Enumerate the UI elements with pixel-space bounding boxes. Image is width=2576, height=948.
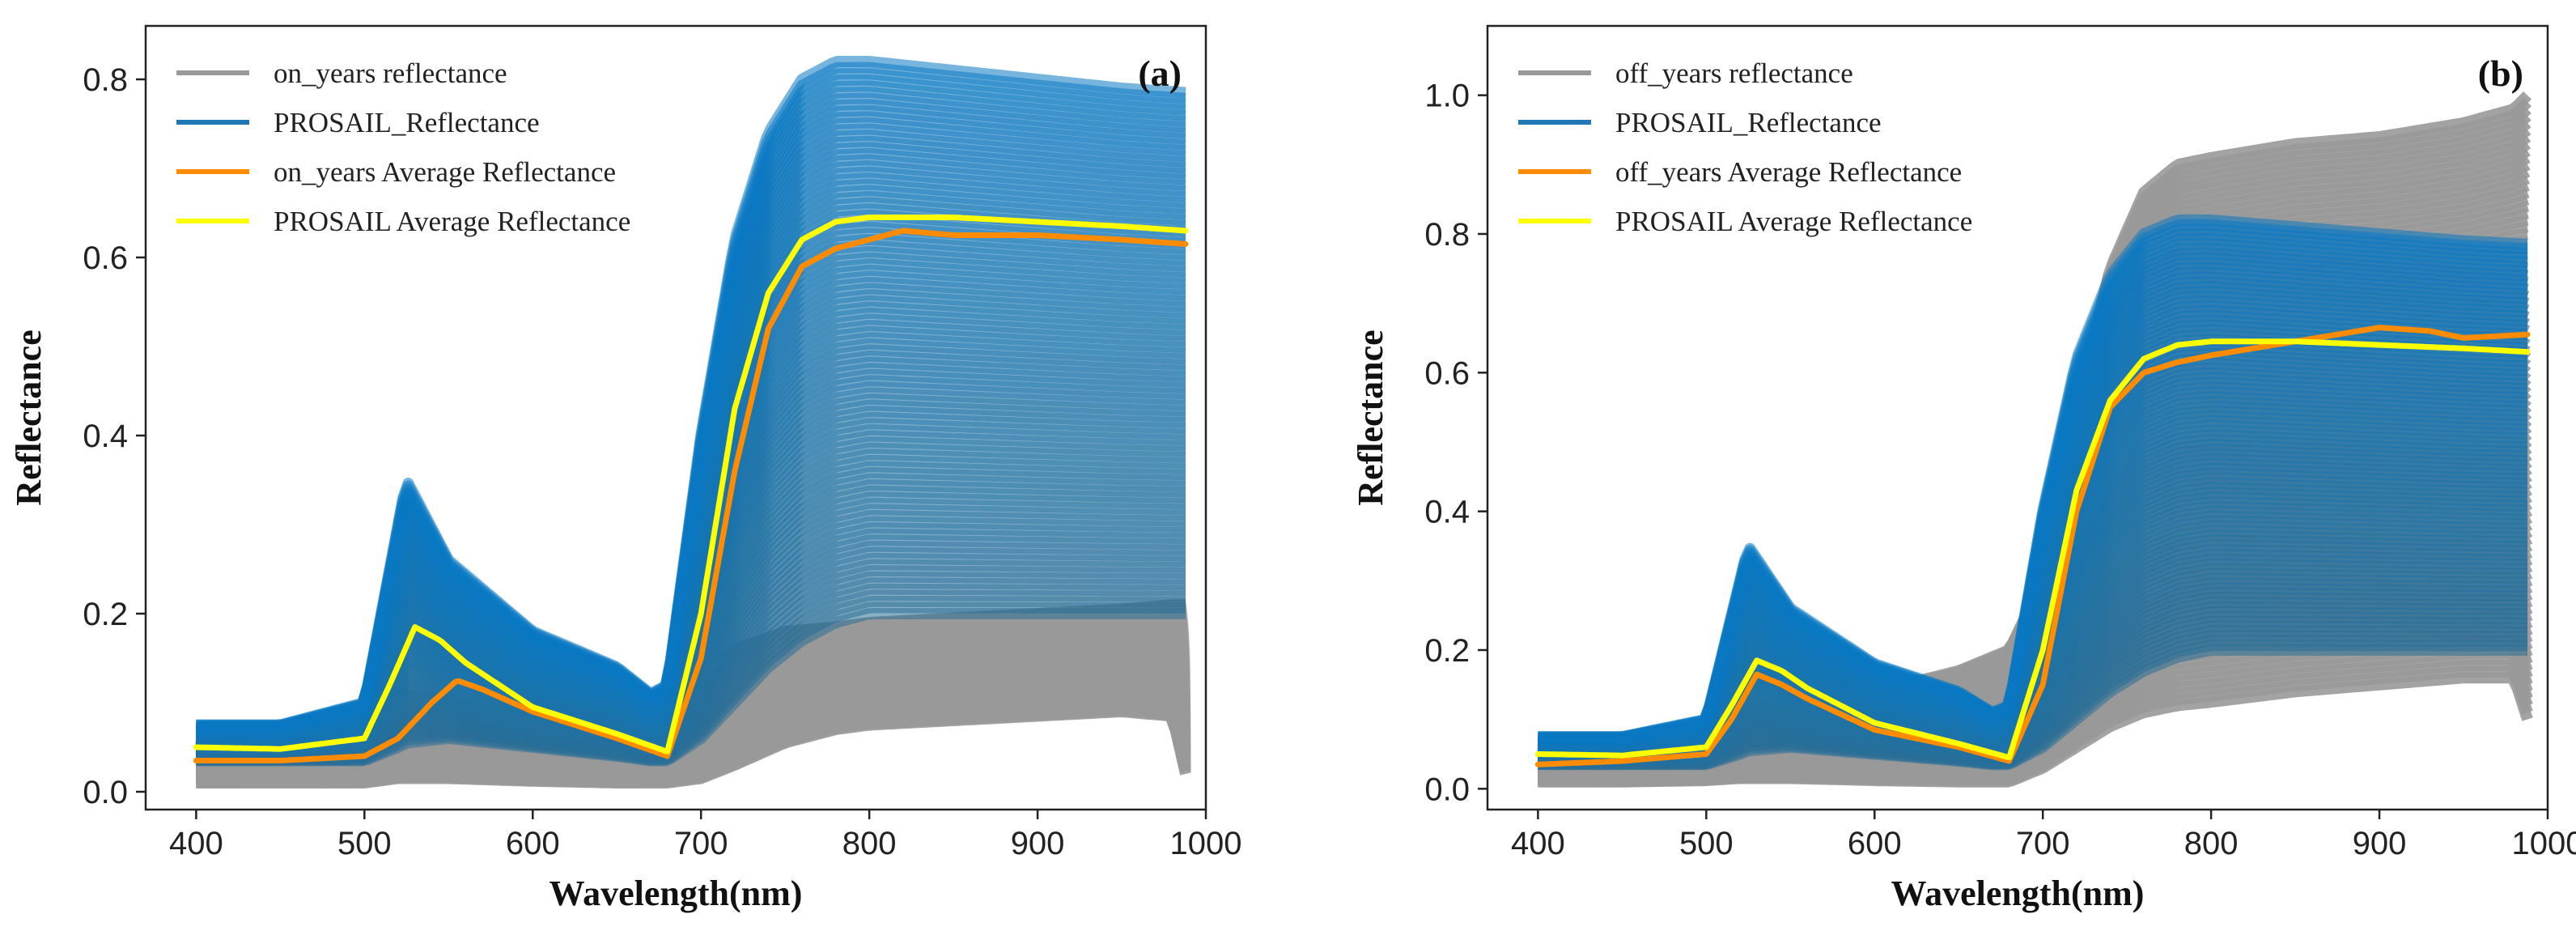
series-line-off-years-average-reflectance <box>1534 325 2531 767</box>
legend-label: PROSAIL_Reflectance <box>274 107 540 138</box>
y-axis-title: Reflectance <box>1351 329 1390 505</box>
series-line-on-years-average-reflectance <box>193 227 1189 763</box>
y-axis-title: Reflectance <box>9 329 49 505</box>
y-tick-label: 0.6 <box>83 240 128 276</box>
legend-label: PROSAIL Average Reflectance <box>274 206 630 237</box>
panel-label: (b) <box>2478 53 2523 94</box>
legend: on_years reflectance PROSAIL_Reflectanceo… <box>176 57 630 237</box>
x-tick-label: 500 <box>337 826 392 861</box>
x-tick-label: 700 <box>2016 826 2070 861</box>
x-tick-label: 800 <box>842 826 897 861</box>
x-tick-label: 900 <box>1011 826 1065 861</box>
y-tick-label: 0.8 <box>83 62 128 98</box>
x-axis-title: Wavelength(nm) <box>550 874 803 913</box>
y-tick-label: 0.2 <box>1424 633 1470 669</box>
series-line-prosail-average-reflectance <box>1534 338 2531 761</box>
y-tick-label: 1.0 <box>1424 79 1470 114</box>
x-tick-label: 600 <box>506 826 560 861</box>
y-tick-label: 0.6 <box>1424 355 1470 391</box>
x-tick-label: 400 <box>169 826 223 861</box>
chart-panel-b: 400 500 600 700 800 900 1000 0.0 0.2 0.4 0.6 0.8 1.0… <box>1351 24 2576 913</box>
plot-area <box>193 56 1191 789</box>
y-tick-label: 0.4 <box>1424 495 1470 530</box>
panel-label: (a) <box>1138 53 1182 94</box>
series-line-prosail-average-reflectance <box>193 215 1189 755</box>
x-tick-label: 700 <box>674 826 728 861</box>
legend-label: off_years Average Reflectance <box>1615 156 1962 188</box>
x-axis-title: Wavelength(nm) <box>1891 874 2145 913</box>
legend: off_years reflectance PROSAIL_Reflectance… <box>1518 57 1972 237</box>
legend-label: on_years Average Reflectance <box>274 156 616 188</box>
legend-label: PROSAIL_Reflectance <box>1615 107 1882 138</box>
x-tick-label: 500 <box>1679 826 1734 861</box>
y-tick-label: 0.2 <box>83 597 128 632</box>
x-tick-label: 400 <box>1511 826 1565 861</box>
x-tick-label: 1000 <box>1170 826 1242 861</box>
band-line <box>195 56 1186 731</box>
x-tick-label: 900 <box>2353 826 2407 861</box>
y-tick-label: 0.8 <box>1424 217 1470 253</box>
band-line <box>1537 214 2528 743</box>
y-tick-label: 0.0 <box>83 775 128 810</box>
y-tick-label: 0.4 <box>83 419 128 454</box>
x-tick-label: 1000 <box>2512 826 2576 861</box>
plot-frame <box>144 24 1207 811</box>
chart-panel-a: 400 500 600 700 800 900 1000 0.0 0.2 0.4 0.6 0.8 Wav… <box>9 24 1242 913</box>
y-tick-label: 0.0 <box>1424 772 1470 807</box>
x-tick-label: 800 <box>2184 826 2239 861</box>
legend-label: on_years reflectance <box>274 57 507 89</box>
legend-label: off_years reflectance <box>1615 57 1853 89</box>
x-tick-label: 600 <box>1848 826 1902 861</box>
plot-frame <box>1486 24 2549 811</box>
legend-label: PROSAIL Average Reflectance <box>1615 206 1972 237</box>
plot-area <box>1534 91 2533 788</box>
